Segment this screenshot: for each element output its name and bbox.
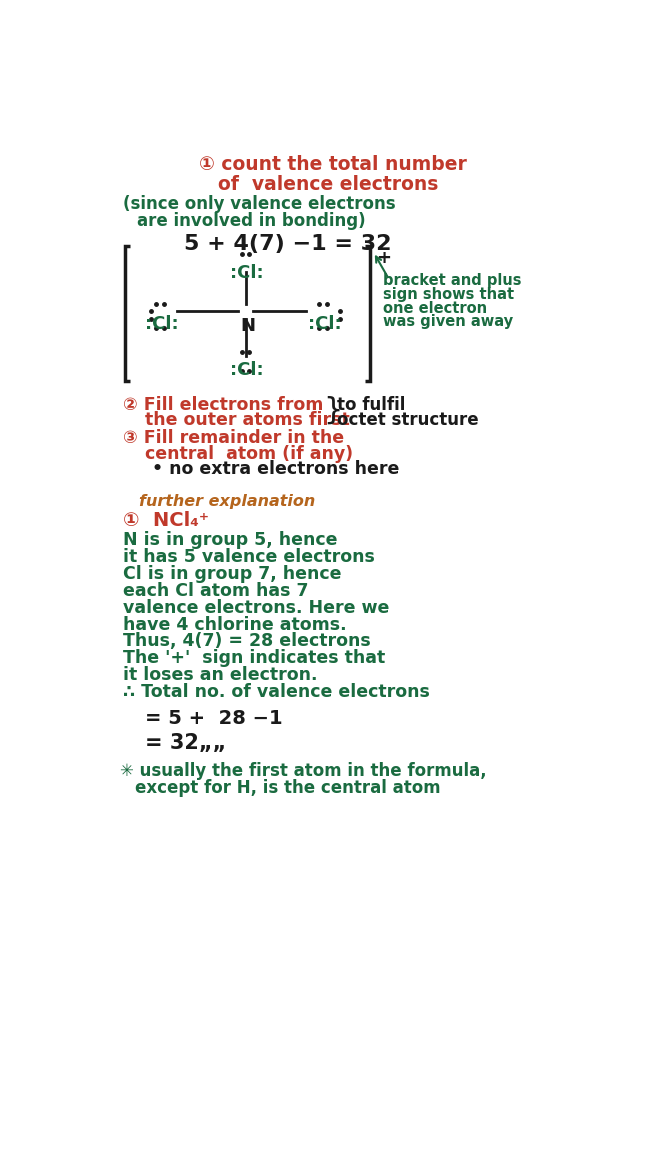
Text: it has 5 valence electrons: it has 5 valence electrons — [123, 548, 375, 566]
Text: each Cl atom has 7: each Cl atom has 7 — [123, 581, 308, 600]
Text: :Cl:: :Cl: — [308, 315, 341, 334]
Text: further explanation: further explanation — [138, 494, 315, 509]
Text: Thus, 4(7) = 28 electrons: Thus, 4(7) = 28 electrons — [123, 632, 371, 650]
Text: one electron: one electron — [383, 300, 488, 315]
Text: +: + — [376, 249, 391, 267]
Text: octet structure: octet structure — [337, 411, 479, 429]
Text: ① count the total number: ① count the total number — [199, 155, 467, 174]
Text: bracket and plus: bracket and plus — [383, 273, 522, 288]
Text: central  atom (if any): central atom (if any) — [145, 444, 353, 463]
Text: :Cl:: :Cl: — [230, 264, 263, 282]
Text: was given away: was given away — [383, 314, 514, 329]
Text: ①  NCl₄⁺: ① NCl₄⁺ — [123, 511, 209, 529]
Text: Cl is in group 7, hence: Cl is in group 7, hence — [123, 565, 342, 582]
Text: ③ Fill remainder in the: ③ Fill remainder in the — [123, 429, 344, 448]
Text: N: N — [241, 317, 256, 335]
Text: of  valence electrons: of valence electrons — [218, 175, 439, 195]
Text: }: } — [323, 396, 342, 425]
Text: valence electrons. Here we: valence electrons. Here we — [123, 599, 389, 617]
Text: the outer atoms first: the outer atoms first — [145, 411, 350, 429]
Text: ∴ Total no. of valence electrons: ∴ Total no. of valence electrons — [123, 684, 430, 701]
Text: :Cl:: :Cl: — [145, 315, 178, 334]
Text: sign shows that: sign shows that — [383, 287, 514, 302]
Text: = 32„„: = 32„„ — [145, 732, 226, 753]
Text: The '+'  sign indicates that: The '+' sign indicates that — [123, 649, 385, 668]
Text: :Cl:: :Cl: — [230, 361, 263, 380]
Text: = 5 +  28 −1: = 5 + 28 −1 — [145, 709, 283, 729]
Text: ✳ usually the first atom in the formula,: ✳ usually the first atom in the formula, — [120, 762, 487, 780]
Text: except for H, is the central atom: except for H, is the central atom — [136, 779, 441, 796]
Text: ② Fill electrons from: ② Fill electrons from — [123, 396, 324, 414]
Text: 5 + 4(7) −1 = 32: 5 + 4(7) −1 = 32 — [183, 234, 391, 253]
Text: to fulfil: to fulfil — [337, 396, 405, 414]
Text: are involved in bonding): are involved in bonding) — [137, 212, 365, 230]
Text: have 4 chlorine atoms.: have 4 chlorine atoms. — [123, 616, 347, 633]
Text: it loses an electron.: it loses an electron. — [123, 666, 318, 685]
Text: • no extra electrons here: • no extra electrons here — [152, 460, 400, 478]
Text: N is in group 5, hence: N is in group 5, hence — [123, 531, 338, 549]
Text: (since only valence electrons: (since only valence electrons — [123, 196, 396, 213]
